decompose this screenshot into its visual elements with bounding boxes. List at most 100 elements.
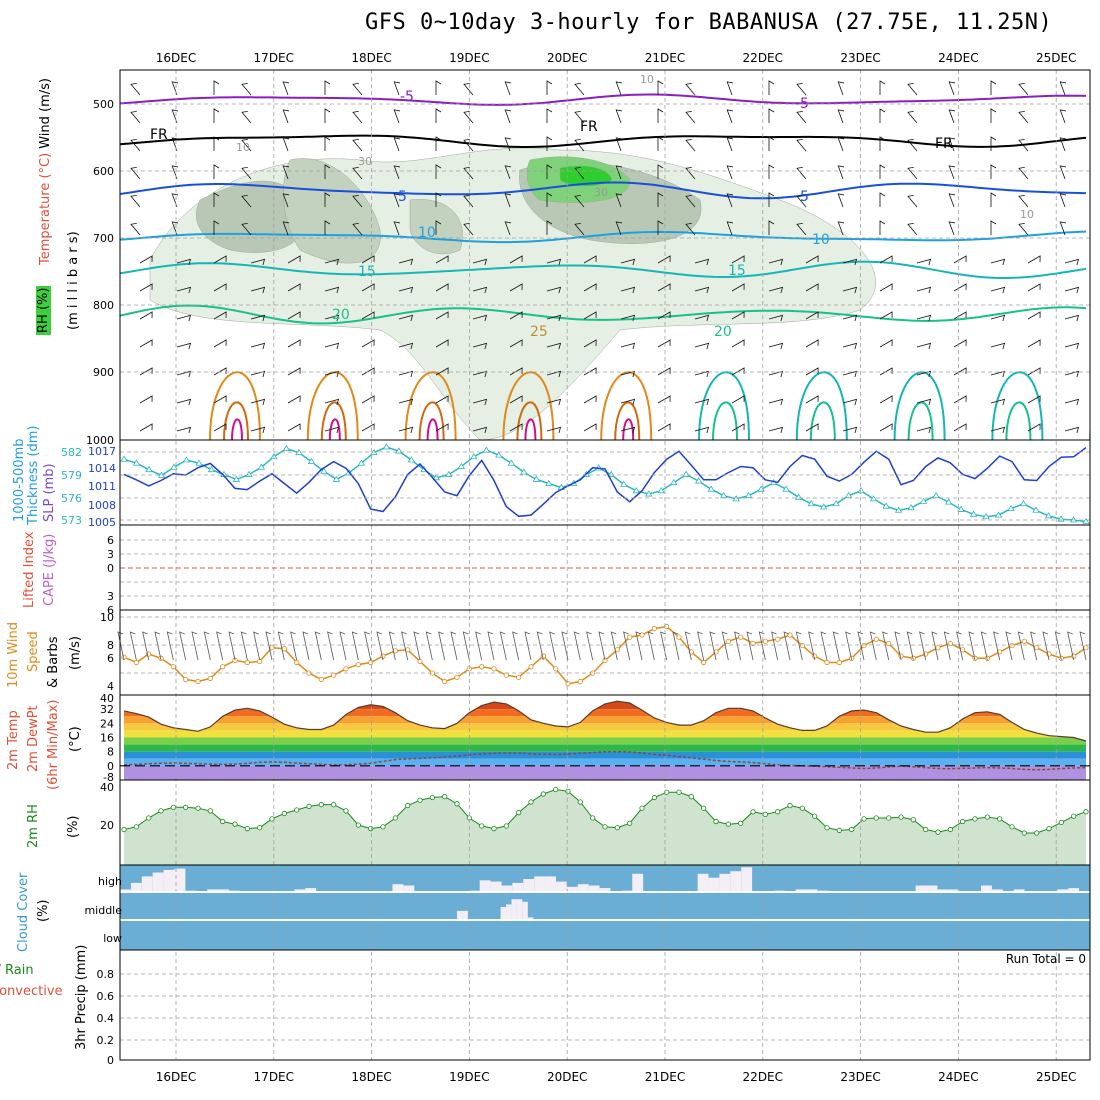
wind-barb xyxy=(472,426,488,434)
wind-barb xyxy=(435,311,449,320)
wind10-barb xyxy=(327,631,335,661)
wind-barb xyxy=(685,166,696,180)
wind-barb xyxy=(615,137,623,152)
high-cloud-bar xyxy=(207,889,219,892)
wind-barb xyxy=(837,165,845,180)
thickness-line-point xyxy=(195,459,203,466)
thickness-line-point xyxy=(482,446,491,453)
contour-label: 30 xyxy=(594,186,608,199)
wind-barb xyxy=(324,136,331,151)
thickness-line-point xyxy=(732,495,740,502)
wind-barb xyxy=(361,255,375,264)
wind10-barb xyxy=(290,631,298,661)
wind-barb xyxy=(990,164,997,179)
high-cloud-bar xyxy=(719,873,731,892)
wind-barb xyxy=(657,220,664,235)
wind-barb xyxy=(837,193,845,208)
wind-barb xyxy=(837,137,845,152)
thickness-line-point xyxy=(1019,500,1028,507)
rh2m-point xyxy=(886,815,892,821)
wind-barb xyxy=(574,222,585,236)
rh2m-point xyxy=(639,805,645,811)
wind-barb xyxy=(472,342,488,350)
middle-cloud-bar xyxy=(522,901,528,920)
wind-barb xyxy=(213,136,220,151)
wind10-barb xyxy=(980,631,988,661)
wind-barb xyxy=(694,314,710,322)
wind-barb xyxy=(213,395,227,404)
wind-barb xyxy=(130,138,141,152)
wind-barb xyxy=(509,423,523,432)
wind-barb xyxy=(990,108,997,123)
wind-barb xyxy=(213,423,227,432)
wind-barb xyxy=(352,166,363,180)
surface-contour-outer-1 xyxy=(306,371,359,440)
high-cloud-bar xyxy=(555,881,567,892)
rh2m-point xyxy=(775,809,781,815)
thickness-line-point xyxy=(1007,504,1015,512)
wind-barb xyxy=(352,222,363,236)
rh2m-point xyxy=(195,805,201,811)
temp-band xyxy=(124,709,1086,717)
rh2m-point xyxy=(972,816,978,822)
wind10-barb xyxy=(943,631,951,661)
mb-axis-label: (m i l l i b a r s) xyxy=(66,231,81,330)
date-labels-top: 16DEC 17DEC 18DEC 19DEC 20DEC 21DEC 22DEC 23DEC… xyxy=(156,51,1077,65)
thickness-line-point xyxy=(120,455,128,462)
thickness-line-point xyxy=(620,480,628,487)
high-cloud-bar xyxy=(403,885,415,892)
date-label-top: 23DEC xyxy=(840,51,880,65)
wind10-speed-line-point xyxy=(1021,638,1027,644)
temp2m-tick-label: 16 xyxy=(100,732,114,745)
rh2m-point xyxy=(281,810,287,817)
wind10-speed-line-point xyxy=(516,674,522,680)
slp-line xyxy=(123,446,1087,518)
wind-barb xyxy=(583,395,597,404)
wind10-barb xyxy=(919,631,927,661)
wind10-barb xyxy=(351,631,359,661)
wind-barb xyxy=(805,395,819,404)
rh2m-point xyxy=(676,789,682,795)
high-cloud-bar xyxy=(566,886,578,892)
wind-barb xyxy=(879,311,893,320)
wind-barb xyxy=(287,311,301,320)
thickness-line-point xyxy=(457,462,466,469)
wind10-barb xyxy=(561,631,569,661)
wind-barb xyxy=(1018,82,1029,96)
wind-barb xyxy=(953,423,967,432)
wind-barb xyxy=(139,283,153,292)
thickness-line-point xyxy=(944,498,953,505)
wind10-speed-line-point xyxy=(281,646,287,652)
thickness-line-point xyxy=(919,497,928,504)
wind-barb xyxy=(842,426,858,434)
wind-barb xyxy=(463,110,474,124)
thickness-line-point xyxy=(857,487,865,494)
wind-barb xyxy=(463,138,474,152)
date-label-bottom: 16DEC xyxy=(156,1070,196,1084)
rh2m-point xyxy=(183,804,189,810)
surface-contour-core-3 xyxy=(524,418,537,440)
thickness-line-point xyxy=(932,491,940,499)
wind-barb xyxy=(139,255,153,264)
wind10-speed-line-point xyxy=(491,666,497,672)
high-cloud-bar xyxy=(730,871,742,892)
wind-barb xyxy=(879,367,893,376)
rh2m-point xyxy=(713,818,719,825)
wind-barb xyxy=(615,165,623,180)
wind-barb xyxy=(948,109,956,124)
wind-barb xyxy=(546,220,553,235)
wind-barb xyxy=(768,314,784,322)
rh2m-point xyxy=(787,802,793,809)
wind-barb xyxy=(879,164,886,179)
surface-contour-inner-7 xyxy=(907,401,934,440)
wind-barb xyxy=(435,192,442,207)
wind10-label3: & Barbs xyxy=(46,636,61,688)
wind-barb xyxy=(463,82,474,96)
li-tick-label: 3 xyxy=(107,548,114,561)
wind-barb xyxy=(768,426,784,434)
rh2m-unit: (%) xyxy=(66,815,81,839)
date-label-top: 25DEC xyxy=(1036,51,1076,65)
wind-barb xyxy=(435,339,449,348)
middle-cloud-bar xyxy=(462,910,468,920)
